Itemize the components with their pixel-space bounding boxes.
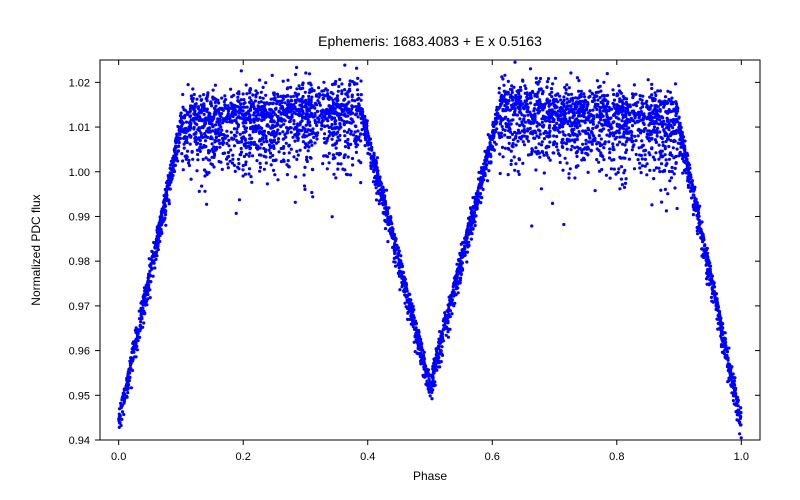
- svg-text:0.99: 0.99: [69, 211, 90, 223]
- svg-text:0.0: 0.0: [111, 451, 126, 463]
- svg-text:0.2: 0.2: [236, 451, 251, 463]
- x-axis-label: Phase: [413, 469, 447, 483]
- chart-title: Ephemeris: 1683.4083 + E x 0.5163: [318, 33, 542, 49]
- svg-text:1.01: 1.01: [69, 122, 90, 134]
- svg-text:0.95: 0.95: [69, 390, 90, 402]
- svg-text:0.8: 0.8: [609, 451, 624, 463]
- lightcurve-chart: 0.0 0.2 0.4 0.6 0.8 1.0 0.94 0.95 0.96 0.97 0.98 0…: [0, 0, 800, 500]
- y-axis-label: Normalized PDC flux: [29, 194, 43, 305]
- svg-text:0.96: 0.96: [69, 346, 90, 358]
- svg-text:1.02: 1.02: [69, 77, 90, 89]
- svg-text:0.4: 0.4: [360, 451, 375, 463]
- svg-text:1.00: 1.00: [69, 167, 90, 179]
- chart-container: 0.0 0.2 0.4 0.6 0.8 1.0 0.94 0.95 0.96 0.97 0.98 0…: [0, 0, 800, 500]
- svg-text:0.97: 0.97: [69, 301, 90, 313]
- svg-text:0.94: 0.94: [69, 435, 90, 447]
- svg-text:0.6: 0.6: [485, 451, 500, 463]
- svg-text:1.0: 1.0: [734, 451, 749, 463]
- svg-text:0.98: 0.98: [69, 256, 90, 268]
